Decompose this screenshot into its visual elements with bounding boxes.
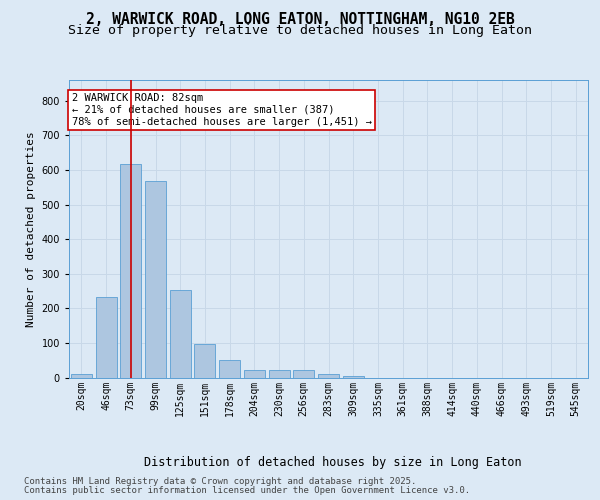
Bar <box>120 164 141 378</box>
Bar <box>170 290 191 378</box>
Bar <box>293 370 314 378</box>
Text: Contains HM Land Registry data © Crown copyright and database right 2025.: Contains HM Land Registry data © Crown c… <box>24 477 416 486</box>
Text: 2 WARWICK ROAD: 82sqm
← 21% of detached houses are smaller (387)
78% of semi-det: 2 WARWICK ROAD: 82sqm ← 21% of detached … <box>71 94 371 126</box>
Bar <box>244 370 265 378</box>
Bar <box>269 370 290 378</box>
Text: Size of property relative to detached houses in Long Eaton: Size of property relative to detached ho… <box>68 24 532 37</box>
Text: Distribution of detached houses by size in Long Eaton: Distribution of detached houses by size … <box>144 456 522 469</box>
Bar <box>343 376 364 378</box>
Bar <box>219 360 240 378</box>
Text: Contains public sector information licensed under the Open Government Licence v3: Contains public sector information licen… <box>24 486 470 495</box>
Y-axis label: Number of detached properties: Number of detached properties <box>26 131 36 326</box>
Text: 2, WARWICK ROAD, LONG EATON, NOTTINGHAM, NG10 2EB: 2, WARWICK ROAD, LONG EATON, NOTTINGHAM,… <box>86 12 514 28</box>
Bar <box>71 374 92 378</box>
Bar <box>145 181 166 378</box>
Bar <box>95 297 116 378</box>
Bar <box>318 374 339 378</box>
Bar <box>194 344 215 378</box>
